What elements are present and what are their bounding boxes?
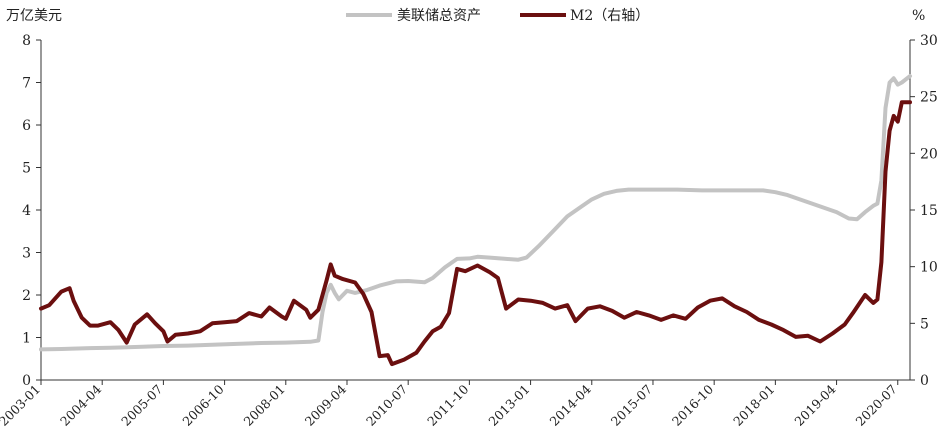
left-tick-label: 4 (22, 203, 31, 219)
legend: 美联储总资产 M2（右轴） (346, 8, 649, 24)
right-tick-label: 30 (920, 33, 938, 49)
left-tick-label: 8 (22, 33, 31, 49)
left-tick-label: 6 (22, 118, 31, 134)
left-axis-unit-label: 万亿美元 (6, 8, 62, 24)
right-tick-label: 15 (920, 203, 938, 219)
left-tick-label: 5 (22, 161, 31, 177)
left-tick-label: 3 (22, 246, 31, 262)
x-tick-label: 2005-07 (118, 381, 165, 428)
right-tick-label: 25 (920, 90, 938, 106)
x-tick-label: 2015-07 (608, 381, 655, 428)
x-tick-label: 2009-04 (302, 381, 349, 428)
series-line-fed-assets (39, 74, 912, 352)
right-tick-label: 20 (920, 146, 938, 162)
series-line-m2 (39, 100, 912, 367)
legend-label-fed-assets: 美联储总资产 (397, 8, 481, 24)
x-tick-label: 2013-01 (485, 382, 532, 429)
right-tick-label: 5 (920, 316, 929, 332)
legend-label-m2: M2（右轴） (570, 8, 649, 24)
x-tick-label: 2016-10 (669, 381, 716, 428)
x-tick-label: 2018-01 (730, 382, 777, 429)
x-tick-label: 2008-01 (241, 382, 288, 429)
x-tick-label: 2010-07 (363, 381, 410, 428)
x-tick-label: 2014-04 (547, 381, 594, 428)
left-tick-label: 2 (22, 288, 31, 304)
x-tick-label: 2006-10 (179, 381, 226, 428)
left-tick-label: 1 (22, 331, 31, 347)
left-tick-label: 0 (22, 373, 31, 389)
right-tick-label: 10 (920, 260, 938, 276)
left-tick-label: 7 (22, 76, 31, 92)
right-tick-label: 0 (920, 373, 929, 389)
x-tick-label: 2020-07 (853, 381, 900, 428)
series-layer (39, 74, 912, 367)
x-tick-label: 2011-10 (424, 381, 471, 428)
x-tick-label: 2019-04 (791, 381, 838, 428)
right-axis-unit-label: % (912, 8, 925, 24)
x-tick-label: 2004-04 (57, 381, 104, 428)
